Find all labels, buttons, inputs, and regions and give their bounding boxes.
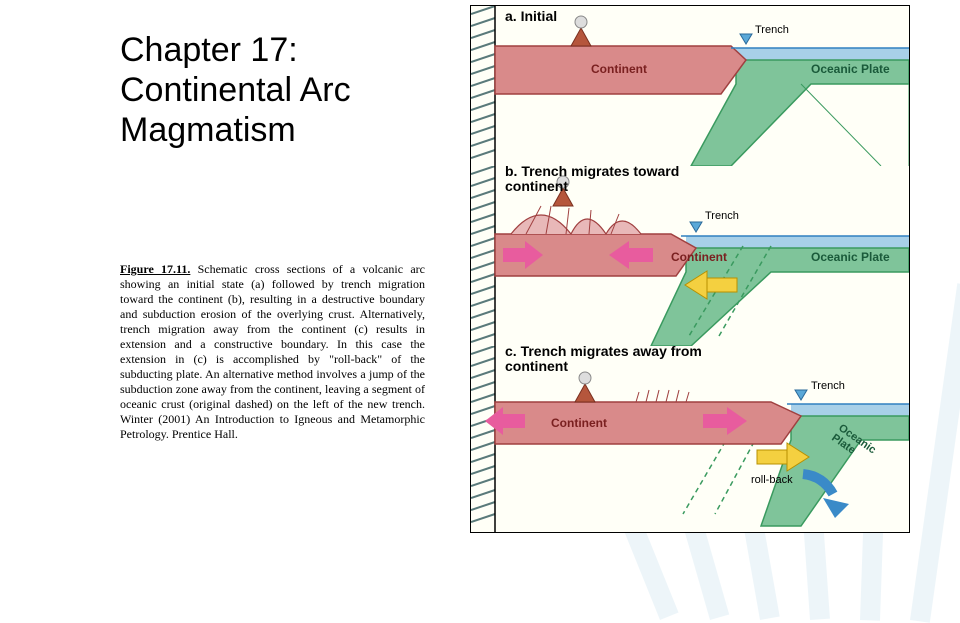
panel-b: b. Trench migrates toward continent Cont… [471, 166, 909, 346]
right-column: a. Initial Continent Oceanic Plate Trenc… [470, 0, 960, 540]
panel-c-trench: Trench [811, 380, 845, 392]
panel-c: c. Trench migrates away from continent C… [471, 346, 909, 534]
figure-caption: Figure 17.11. Schematic cross sections o… [120, 262, 425, 442]
caption-body: Schematic cross sections of a volcanic a… [120, 262, 425, 441]
panel-a-continent: Continent [591, 62, 647, 76]
panel-a-oceanic: Oceanic Plate [811, 62, 890, 76]
panel-c-rollback: roll-back [751, 474, 793, 486]
panel-c-label: c. Trench migrates away from continent [505, 344, 705, 375]
panel-b-trench: Trench [705, 210, 739, 222]
panel-a-svg [471, 6, 909, 166]
figure-17-11: a. Initial Continent Oceanic Plate Trenc… [470, 5, 910, 533]
panel-b-label: b. Trench migrates toward continent [505, 164, 685, 195]
panel-a-trench: Trench [755, 24, 789, 36]
panel-b-continent: Continent [671, 250, 727, 264]
slide: Chapter 17: Continental Arc Magmatism Fi… [0, 0, 960, 540]
panel-a-label: a. Initial [505, 8, 557, 24]
panel-b-oceanic: Oceanic Plate [811, 250, 890, 264]
panel-a: a. Initial Continent Oceanic Plate Trenc… [471, 6, 909, 166]
left-column: Chapter 17: Continental Arc Magmatism Fi… [0, 0, 470, 540]
figure-label: Figure 17.11. [120, 262, 190, 276]
panel-c-continent: Continent [551, 416, 607, 430]
chapter-title: Chapter 17: Continental Arc Magmatism [120, 30, 452, 150]
